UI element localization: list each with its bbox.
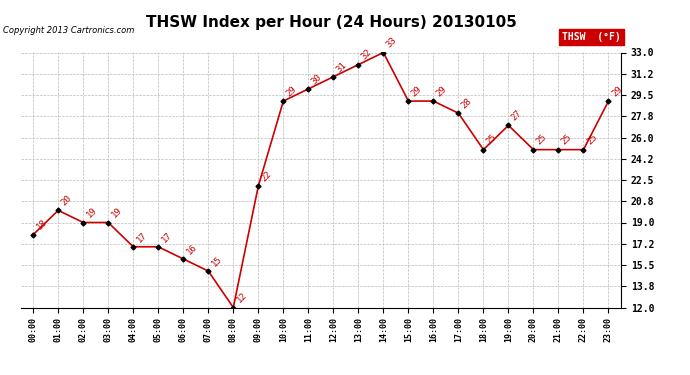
Text: 33: 33 xyxy=(385,36,399,50)
Text: 12: 12 xyxy=(235,291,248,305)
Text: 16: 16 xyxy=(185,242,199,256)
Text: 15: 15 xyxy=(210,254,224,268)
Text: 20: 20 xyxy=(59,194,74,208)
Text: THSW Index per Hour (24 Hours) 20130105: THSW Index per Hour (24 Hours) 20130105 xyxy=(146,15,517,30)
Text: 17: 17 xyxy=(135,230,148,244)
Text: THSW  (°F): THSW (°F) xyxy=(562,32,621,42)
Text: 27: 27 xyxy=(510,109,524,123)
Text: 25: 25 xyxy=(585,133,599,147)
Text: 25: 25 xyxy=(560,133,574,147)
Text: 29: 29 xyxy=(435,84,448,98)
Text: 29: 29 xyxy=(285,84,299,98)
Text: 18: 18 xyxy=(34,218,48,232)
Text: 29: 29 xyxy=(610,84,624,98)
Text: 29: 29 xyxy=(410,84,424,98)
Text: 19: 19 xyxy=(85,206,99,220)
Text: 30: 30 xyxy=(310,72,324,86)
Text: 22: 22 xyxy=(259,170,274,183)
Text: 31: 31 xyxy=(335,60,348,74)
Text: 25: 25 xyxy=(485,133,499,147)
Text: 25: 25 xyxy=(535,133,549,147)
Text: 32: 32 xyxy=(359,48,374,62)
Text: 28: 28 xyxy=(460,96,474,110)
Text: Copyright 2013 Cartronics.com: Copyright 2013 Cartronics.com xyxy=(3,26,135,35)
Text: 17: 17 xyxy=(159,230,174,244)
Text: 19: 19 xyxy=(110,206,124,220)
